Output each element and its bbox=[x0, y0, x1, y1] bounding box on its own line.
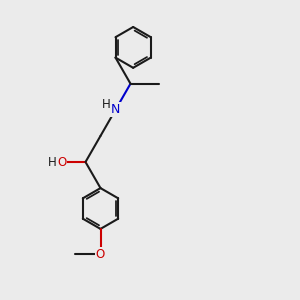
Text: N: N bbox=[111, 103, 120, 116]
Text: H: H bbox=[48, 155, 57, 169]
Text: O: O bbox=[57, 155, 66, 169]
Text: O: O bbox=[96, 248, 105, 261]
Text: H: H bbox=[102, 98, 111, 111]
